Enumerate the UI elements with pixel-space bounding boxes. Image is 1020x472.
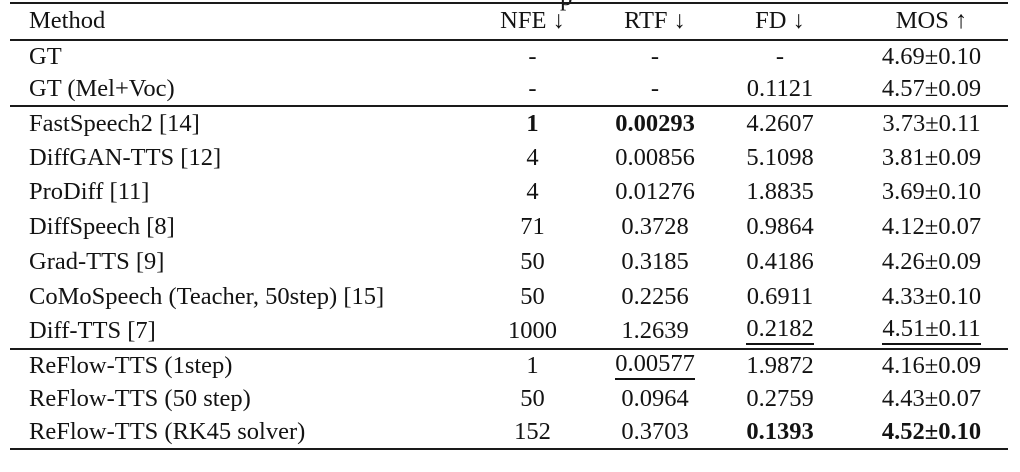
- underlined-value: 0.2182: [746, 317, 814, 345]
- cell-rtf: 0.00577: [605, 349, 705, 383]
- table-row: ReFlow-TTS (1step) 1 0.00577 1.9872 4.16…: [10, 349, 1008, 383]
- col-header-method: Method: [29, 7, 106, 35]
- cell-method: ProDiff [11]: [29, 178, 150, 206]
- table-row: DiffSpeech [8] 71 0.3728 0.9864 4.12±0.0…: [10, 210, 1008, 245]
- table-row: Method NFE ↓ RTF ↓ FD ↓ MOS ↑: [10, 3, 1008, 40]
- cell-fd: 5.1098: [746, 143, 814, 171]
- cell-mos: 4.52±0.10: [881, 417, 982, 445]
- cell-rtf: 0.00856: [615, 143, 695, 171]
- table-row: ProDiff [11] 4 0.01276 1.8835 3.69±0.10: [10, 175, 1008, 210]
- cell-rtf: 0.3703: [621, 417, 689, 445]
- cell-fd: 0.2759: [746, 384, 814, 412]
- cell-nfe: -: [528, 74, 537, 102]
- cell-nfe: 4: [526, 143, 539, 171]
- cell-nfe: 50: [520, 282, 545, 310]
- cell-mos: 4.16±0.09: [881, 351, 982, 379]
- group-reflow-tts: ReFlow-TTS (1step) 1 0.00577 1.9872 4.16…: [10, 349, 1008, 450]
- cell-nfe: 1000: [508, 316, 557, 344]
- col-header-fd: FD ↓: [755, 7, 805, 35]
- cell-mos: 3.69±0.10: [881, 178, 982, 206]
- cell-method: ReFlow-TTS (RK45 solver): [29, 417, 306, 445]
- cell-mos: 4.51±0.11: [855, 314, 1008, 349]
- cell-mos: 4.57±0.09: [881, 74, 982, 102]
- group-ground-truth: GT - - - 4.69±0.10 GT (Mel+Voc) - - 0.11…: [10, 40, 1008, 106]
- cell-nfe: 71: [520, 213, 545, 241]
- cell-nfe: 1: [526, 351, 539, 379]
- cell-rtf: 0.00293: [615, 109, 695, 137]
- cell-method: ReFlow-TTS (50 step): [29, 384, 251, 412]
- cell-rtf: 1.2639: [621, 316, 689, 344]
- cell-mos: 4.33±0.10: [881, 282, 982, 310]
- table-row: ReFlow-TTS (50 step) 50 0.0964 0.2759 4.…: [10, 382, 1008, 416]
- underlined-value: 0.00577: [615, 352, 695, 380]
- cell-mos: 4.12±0.07: [881, 213, 982, 241]
- cell-fd: 1.8835: [746, 178, 814, 206]
- cell-mos: 4.43±0.07: [881, 384, 982, 412]
- group-baselines: FastSpeech2 [14] 1 0.00293 4.2607 3.73±0…: [10, 106, 1008, 349]
- cell-method: DiffSpeech [8]: [29, 213, 175, 241]
- cell-fd: 0.4186: [746, 247, 814, 275]
- cell-method: Diff-TTS [7]: [29, 316, 156, 344]
- underlined-value: 4.51±0.11: [882, 317, 981, 345]
- cell-rtf: 0.3185: [621, 247, 689, 275]
- cell-fd: 0.6911: [746, 282, 814, 310]
- cell-nfe: 1: [526, 109, 539, 137]
- cell-method: DiffGAN-TTS [12]: [29, 143, 222, 171]
- cell-rtf: -: [650, 74, 660, 102]
- cell-fd: 1.9872: [746, 351, 814, 379]
- cell-nfe: -: [528, 42, 537, 70]
- cell-rtf: 0.01276: [615, 178, 695, 206]
- cell-rtf: 0.3728: [621, 213, 689, 241]
- cell-method: GT: [29, 42, 62, 70]
- cell-method: ReFlow-TTS (1step): [29, 351, 233, 379]
- cell-fd: 0.1121: [746, 74, 814, 102]
- col-header-nfe: NFE ↓: [500, 7, 565, 35]
- cell-fd: 4.2607: [746, 109, 814, 137]
- cell-method: GT (Mel+Voc): [29, 74, 175, 102]
- cell-fd: 0.9864: [746, 213, 814, 241]
- table-row: CoMoSpeech (Teacher, 50step) [15] 50 0.2…: [10, 279, 1008, 314]
- caption-fragment: p: [560, 0, 573, 10]
- col-header-rtf: RTF ↓: [624, 7, 686, 35]
- cell-mos: 4.69±0.10: [881, 42, 982, 70]
- cell-mos: 4.26±0.09: [881, 247, 982, 275]
- results-table: Method NFE ↓ RTF ↓ FD ↓ MOS ↑ GT - - - 4…: [10, 2, 1008, 451]
- cell-rtf: -: [650, 42, 660, 70]
- table-row: GT - - - 4.69±0.10: [10, 40, 1008, 73]
- cell-rtf: 0.2256: [621, 282, 689, 310]
- table-row: GT (Mel+Voc) - - 0.1121 4.57±0.09: [10, 73, 1008, 106]
- cell-method: Grad-TTS [9]: [29, 247, 165, 275]
- cell-nfe: 4: [526, 178, 539, 206]
- table-row: ReFlow-TTS (RK45 solver) 152 0.3703 0.13…: [10, 416, 1008, 450]
- table-row: DiffGAN-TTS [12] 4 0.00856 5.1098 3.81±0…: [10, 141, 1008, 176]
- table-row: Grad-TTS [9] 50 0.3185 0.4186 4.26±0.09: [10, 245, 1008, 280]
- cell-mos: 3.81±0.09: [881, 143, 982, 171]
- cell-nfe: 50: [520, 247, 545, 275]
- cell-method: CoMoSpeech (Teacher, 50step) [15]: [29, 282, 385, 310]
- cell-method: FastSpeech2 [14]: [29, 109, 200, 137]
- col-header-mos: MOS ↑: [895, 7, 968, 35]
- cell-fd: -: [775, 42, 785, 70]
- table-row: Diff-TTS [7] 1000 1.2639 0.2182 4.51±0.1…: [10, 314, 1008, 349]
- table-header-row: Method NFE ↓ RTF ↓ FD ↓ MOS ↑: [10, 3, 1008, 40]
- cell-mos: 3.73±0.11: [882, 109, 981, 137]
- cell-nfe: 152: [514, 417, 551, 445]
- cell-fd: 0.2182: [705, 314, 855, 349]
- cell-rtf: 0.0964: [621, 384, 689, 412]
- cell-nfe: 50: [520, 384, 545, 412]
- cell-fd: 0.1393: [746, 417, 814, 445]
- table-row: FastSpeech2 [14] 1 0.00293 4.2607 3.73±0…: [10, 106, 1008, 141]
